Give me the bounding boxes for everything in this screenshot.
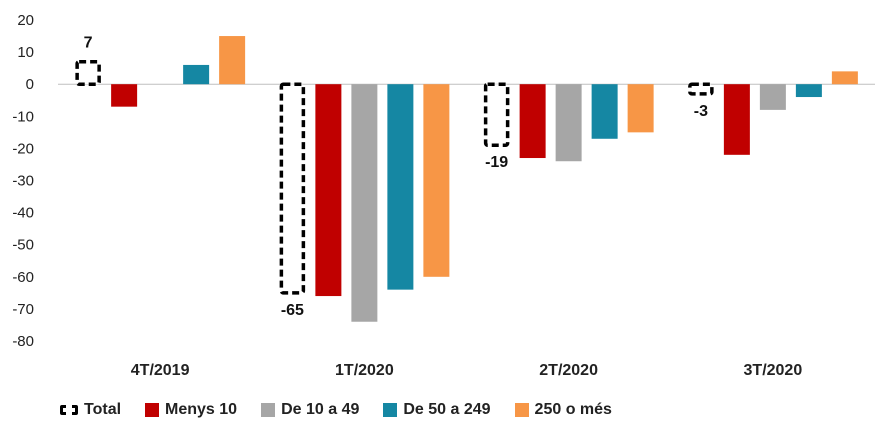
legend-item-de-10-a-49: De 10 a 49 bbox=[261, 401, 359, 419]
x-tick-label: 1T/2020 bbox=[335, 362, 394, 379]
data-label-total-3t-2020: -3 bbox=[694, 103, 708, 120]
y-tick-label: 10 bbox=[17, 44, 34, 61]
bar-total-2t-2020 bbox=[483, 82, 510, 147]
y-tick-label: -80 bbox=[12, 333, 34, 350]
legend-label-de-10-a-49: De 10 a 49 bbox=[281, 401, 360, 418]
bar-de-10-a-49-2t-2020 bbox=[555, 84, 582, 162]
x-tick-label: 3T/2020 bbox=[744, 362, 803, 379]
legend-swatch-250-o-mes bbox=[514, 403, 529, 417]
bar-total-1t-2020 bbox=[279, 82, 306, 295]
bar-menys-10-2t-2020 bbox=[519, 84, 546, 159]
bar-total-4t-2019 bbox=[75, 59, 101, 86]
legend-item-de-50-a-249: De 50 a 249 bbox=[383, 401, 491, 419]
legend-item-250-o-mes: 250 o més bbox=[514, 401, 612, 419]
bar-250-o-m-s-2t-2020 bbox=[627, 84, 654, 133]
bar-total-3t-2020 bbox=[688, 82, 714, 96]
y-tick-label: -30 bbox=[12, 173, 34, 190]
legend-swatch-de-10-a-49 bbox=[261, 403, 276, 417]
legend-label-menys-10: Menys 10 bbox=[165, 401, 238, 418]
bar-250-o-m-s-3t-2020 bbox=[831, 71, 858, 85]
legend-swatch-de-50-a-249 bbox=[383, 403, 398, 417]
bar-250-o-m-s-1t-2020 bbox=[423, 84, 450, 277]
bar-de-50-a-249-3t-2020 bbox=[795, 84, 822, 98]
legend: Total Menys 10 De 10 a 49 De 50 a 249 25… bbox=[60, 398, 636, 422]
y-tick-label: -50 bbox=[12, 237, 34, 254]
y-tick-label: -40 bbox=[12, 205, 34, 222]
bar-de-50-a-249-4t-2019 bbox=[183, 64, 210, 85]
legend-swatch-total bbox=[60, 405, 78, 415]
legend-label-total: Total bbox=[84, 401, 122, 418]
bar-menys-10-4t-2019 bbox=[111, 84, 138, 107]
legend-swatch-menys-10 bbox=[145, 403, 160, 417]
legend-item-menys-10: Menys 10 bbox=[145, 401, 237, 419]
bar-de-50-a-249-1t-2020 bbox=[387, 84, 414, 290]
y-tick-label: 0 bbox=[26, 76, 34, 93]
bar-menys-10-3t-2020 bbox=[723, 84, 750, 155]
y-tick-label: -10 bbox=[12, 108, 34, 125]
bar-menys-10-1t-2020 bbox=[315, 84, 342, 297]
legend-item-total: Total bbox=[60, 401, 121, 419]
x-tick-label: 2T/2020 bbox=[539, 362, 598, 379]
bar-chart: 20 10 0 -10 -20 -30 -40 -50 -60 -70 -80 7 4T/2019 -65… bbox=[12, 12, 875, 379]
legend-label-250-o-mes: 250 o més bbox=[534, 401, 612, 418]
y-tick-label: -70 bbox=[12, 301, 34, 318]
bar-de-50-a-249-2t-2020 bbox=[591, 84, 618, 139]
bar-250-o-m-s-4t-2019 bbox=[219, 36, 246, 85]
data-label-total-1t-2020: -65 bbox=[281, 302, 304, 319]
x-tick-label: 4T/2019 bbox=[131, 362, 190, 379]
legend-label-de-50-a-249: De 50 a 249 bbox=[403, 401, 491, 418]
bar-de-10-a-49-3t-2020 bbox=[759, 84, 786, 110]
bar-de-10-a-49-1t-2020 bbox=[351, 84, 378, 322]
y-tick-label: -20 bbox=[12, 140, 34, 157]
y-tick-label: -60 bbox=[12, 269, 34, 286]
data-label-total-4t-2019: 7 bbox=[84, 35, 93, 52]
data-label-total-2t-2020: -19 bbox=[485, 154, 508, 171]
y-tick-label: 20 bbox=[17, 12, 34, 29]
